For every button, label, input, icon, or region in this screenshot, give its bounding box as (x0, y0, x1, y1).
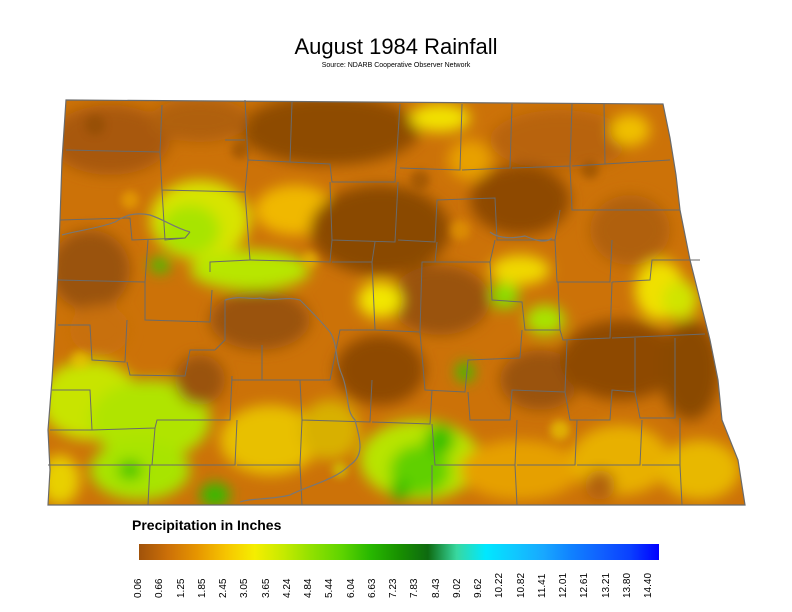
legend-tick-label: 13.21 (600, 572, 612, 598)
legend-tick-label: 6.63 (366, 578, 378, 598)
map-title: August 1984 Rainfall (294, 34, 498, 59)
legend-tick-label: 12.61 (579, 572, 591, 598)
legend-tick-label: 1.85 (196, 578, 208, 598)
legend-tick-label: 7.23 (388, 578, 399, 598)
legend-colorbar (139, 544, 659, 560)
legend-tick-label: 13.80 (621, 572, 633, 598)
legend-tick-label: 3.65 (260, 578, 272, 598)
legend-tick-label: 10.22 (494, 572, 506, 598)
legend-tick-label: 5.44 (324, 578, 336, 598)
legend-tick-label: 6.04 (345, 578, 357, 598)
legend-tick-label: 11.41 (536, 573, 548, 598)
legend-tick-label: 3.05 (239, 578, 251, 598)
legend-tick-label: 4.84 (303, 578, 314, 598)
legend-tick-label: 2.45 (218, 578, 229, 598)
legend-title: Precipitation in Inches (132, 517, 282, 533)
map-subtitle: Source: NDARB Cooperative Observer Netwo… (321, 62, 471, 69)
legend-tick-label: 10.82 (515, 572, 527, 598)
legend-tick-label: 4.24 (281, 578, 293, 598)
rainfall-surface (48, 100, 745, 505)
legend-tick-label: 12.01 (558, 572, 569, 598)
county-borders (48, 99, 706, 506)
legend-tick-label: 9.02 (451, 578, 463, 598)
legend-tick-label: 14.40 (643, 572, 654, 598)
legend-tick-label: 9.62 (473, 578, 484, 598)
legend-tick-label: 7.83 (409, 578, 421, 598)
river-lines (61, 213, 553, 503)
legend-tick-label: 0.06 (133, 578, 144, 598)
legend-tick-label: 8.43 (430, 578, 442, 598)
legend-tick-label: 0.66 (154, 578, 166, 598)
legend-tick-label: 1.25 (175, 578, 187, 598)
